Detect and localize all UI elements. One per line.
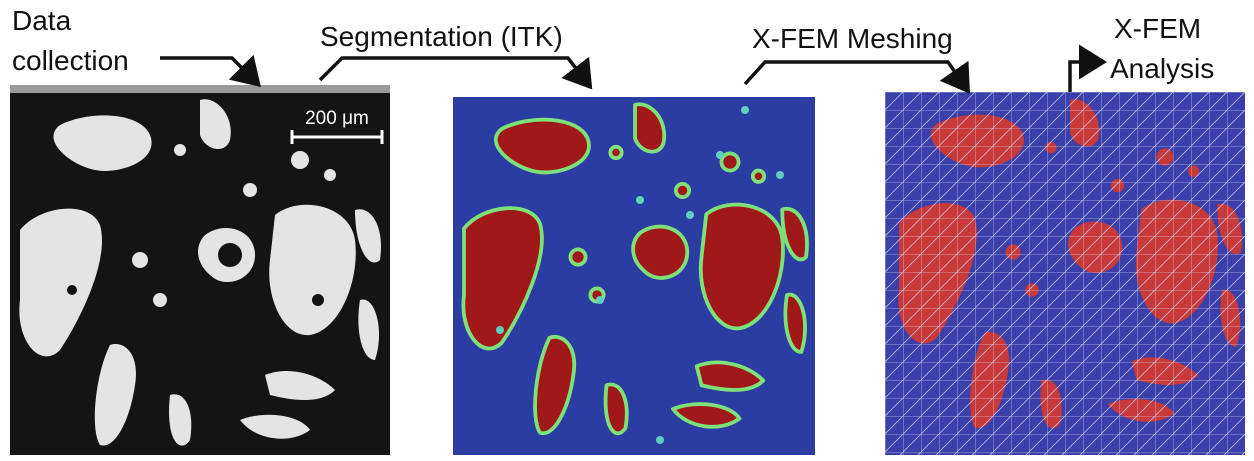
mesh-panel [885, 92, 1245, 455]
workflow-diagram: 200 μm Data collection Segmentation (ITK… [0, 0, 1254, 461]
stage-label: Analysis [1110, 53, 1214, 84]
arrow [160, 58, 256, 82]
scale-bar-label: 200 μm [305, 108, 369, 129]
segmentation-panel [453, 97, 815, 455]
stage-label: Data [12, 5, 72, 36]
stage-label: X-FEM [1114, 13, 1201, 44]
stage-label: collection [12, 45, 129, 76]
stage-label: Segmentation (ITK) [320, 21, 563, 52]
micrograph-panel: 200 μm [10, 85, 390, 455]
arrow [1070, 62, 1100, 92]
arrow [745, 62, 966, 88]
stage-label: X-FEM Meshing [752, 23, 953, 54]
arrow [320, 58, 588, 84]
